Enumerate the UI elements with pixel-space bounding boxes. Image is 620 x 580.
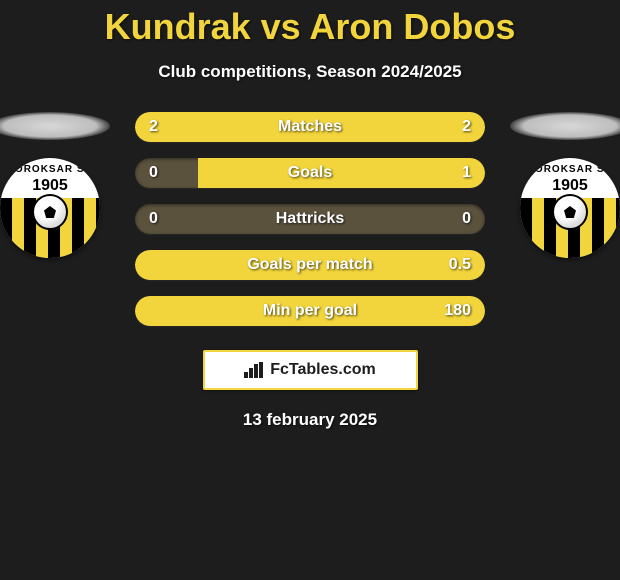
stat-label: Goals <box>135 158 485 188</box>
subtitle: Club competitions, Season 2024/2025 <box>0 62 620 82</box>
stat-row: 2Matches2 <box>135 112 485 142</box>
soccer-ball-icon <box>32 194 68 230</box>
stat-value-right: 1 <box>462 158 471 188</box>
stat-row: 0Hattricks0 <box>135 204 485 234</box>
stat-value-right: 180 <box>444 296 471 326</box>
date-line: 13 february 2025 <box>0 410 620 430</box>
stat-label: Matches <box>135 112 485 142</box>
right-player-badge: SOROKSAR SC 1905 <box>510 112 620 258</box>
right-club-logo: SOROKSAR SC 1905 <box>520 158 620 258</box>
comparison-area: SOROKSAR SC 1905 SOROKSAR SC 1905 2Match… <box>0 112 620 430</box>
stat-label: Hattricks <box>135 204 485 234</box>
left-player-badge: SOROKSAR SC 1905 <box>0 112 110 258</box>
right-player-placeholder <box>510 112 620 140</box>
stat-value-right: 0.5 <box>449 250 471 280</box>
stat-bars: 2Matches20Goals10Hattricks0Goals per mat… <box>135 112 485 326</box>
stat-row: 0Goals1 <box>135 158 485 188</box>
stat-value-right: 2 <box>462 112 471 142</box>
stat-label: Goals per match <box>135 250 485 280</box>
stat-row: Min per goal180 <box>135 296 485 326</box>
right-club-year: 1905 <box>520 177 620 195</box>
left-club-name: SOROKSAR SC <box>0 164 100 175</box>
page-title: Kundrak vs Aron Dobos <box>0 0 620 48</box>
left-club-logo: SOROKSAR SC 1905 <box>0 158 100 258</box>
soccer-ball-icon <box>552 194 588 230</box>
right-club-name: SOROKSAR SC <box>520 164 620 175</box>
stat-value-right: 0 <box>462 204 471 234</box>
branding-box[interactable]: FcTables.com <box>203 350 418 390</box>
bar-chart-icon <box>244 362 264 378</box>
stat-row: Goals per match0.5 <box>135 250 485 280</box>
left-player-placeholder <box>0 112 110 140</box>
brand-text: FcTables.com <box>270 361 376 379</box>
left-club-year: 1905 <box>0 177 100 195</box>
stat-label: Min per goal <box>135 296 485 326</box>
